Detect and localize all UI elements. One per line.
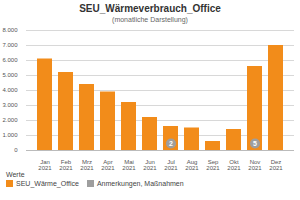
svg-text:3.000: 3.000	[2, 102, 18, 108]
svg-text:Apr2021: Apr2021	[101, 159, 115, 170]
svg-text:0: 0	[14, 147, 18, 153]
svg-text:Feb2021: Feb2021	[59, 159, 73, 170]
svg-text:8.000: 8.000	[2, 27, 18, 33]
svg-text:2: 2	[169, 140, 173, 147]
svg-text:Nov2021: Nov2021	[248, 159, 262, 170]
svg-text:Jul2021: Jul2021	[164, 159, 178, 170]
svg-text:2.000: 2.000	[2, 117, 18, 123]
html-text:SEU_Wärmeverbrauch_Office: SEU_Wärmeverbrauch_Office	[79, 3, 221, 14]
html-text:Werte: Werte	[6, 171, 25, 178]
svg-text:4.000: 4.000	[2, 87, 18, 93]
html-text:Anmerkungen, Maßnahmen: Anmerkungen, Maßnahmen	[96, 180, 184, 187]
svg-text:5.000: 5.000	[2, 72, 18, 78]
svg-text:Jun2021: Jun2021	[143, 159, 157, 170]
svg-text:Dez2021: Dez2021	[269, 159, 283, 170]
svg-text:Mai2021: Mai2021	[122, 159, 136, 170]
svg-text:1.000: 1.000	[2, 132, 18, 138]
svg-text:Sep2021: Sep2021	[206, 159, 220, 170]
svg-text:Okt2021: Okt2021	[227, 159, 241, 170]
svg-text:Mrz2021: Mrz2021	[80, 159, 94, 170]
svg-text:5: 5	[253, 140, 257, 147]
html-text:(monatliche Darstellung): (monatliche Darstellung)	[112, 16, 188, 23]
svg-text:Jan2021: Jan2021	[38, 159, 52, 170]
svg-text:7.000: 7.000	[2, 42, 18, 48]
html-text:SEU_Wärme_Office: SEU_Wärme_Office	[16, 180, 79, 187]
svg-text:6.000: 6.000	[2, 57, 18, 63]
svg-text:Aug2021: Aug2021	[185, 159, 199, 170]
